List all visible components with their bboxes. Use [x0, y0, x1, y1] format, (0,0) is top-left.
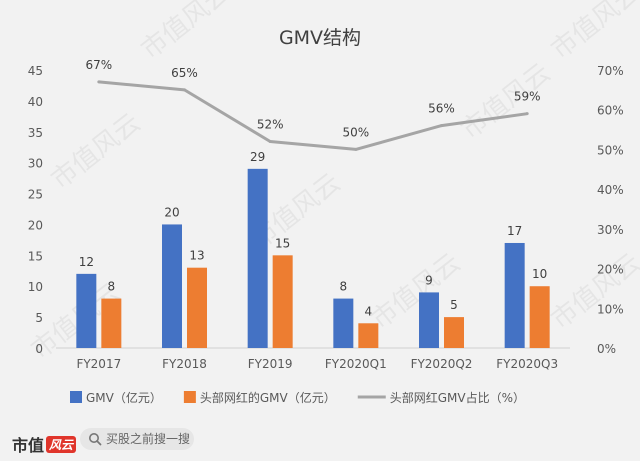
y-left-tick-label: 45: [28, 64, 43, 78]
line-value-label: 59%: [514, 90, 541, 104]
legend-label: 头部网红GMV占比（%）: [390, 390, 525, 405]
watermark-text: 市值风云: [46, 108, 146, 196]
line-value-label: 65%: [171, 66, 198, 80]
legend-label: GMV（亿元）: [86, 390, 162, 405]
search-icon: [89, 433, 102, 446]
x-tick-label: FY2018: [162, 357, 207, 371]
line-value-label: 67%: [85, 58, 112, 72]
watermark-text: 市值风云: [136, 0, 236, 66]
bar: [162, 224, 182, 348]
bar-value-label: 8: [340, 280, 348, 294]
bar-value-label: 15: [275, 236, 290, 250]
bar: [444, 317, 464, 348]
y-right-tick-label: 70%: [597, 64, 624, 78]
bar-value-label: 29: [250, 150, 265, 164]
y-left-tick-label: 0: [35, 342, 43, 356]
y-right-tick-label: 10%: [597, 302, 624, 316]
x-tick-label: FY2019: [248, 357, 293, 371]
y-right-tick-label: 40%: [597, 183, 624, 197]
line-point: [440, 124, 443, 128]
y-left-tick-label: 35: [28, 126, 43, 140]
bar: [187, 267, 207, 348]
bar-value-label: 8: [108, 280, 116, 294]
line-value-label: 56%: [428, 102, 455, 116]
bar: [529, 286, 550, 348]
bar-value-label: 4: [365, 304, 373, 318]
bar: [247, 168, 268, 348]
line-value-label: 50%: [342, 125, 369, 139]
bar-value-label: 9: [425, 273, 433, 287]
brand-name: 市值: [12, 436, 45, 455]
watermark-text: 市值风云: [546, 248, 640, 336]
bar-value-label: 13: [189, 249, 204, 263]
bar: [419, 292, 439, 348]
line-point: [183, 88, 186, 92]
line-point: [525, 112, 529, 116]
y-left-tick-label: 20: [28, 218, 43, 232]
line-value-label: 52%: [257, 117, 284, 131]
x-tick-label: FY2020Q3: [496, 357, 558, 371]
bar-value-label: 10: [532, 267, 547, 281]
y-left-tick-label: 5: [35, 311, 43, 325]
y-right-tick-label: 60%: [597, 104, 624, 118]
x-tick-label: FY2020Q1: [325, 357, 387, 371]
y-left-tick-label: 30: [28, 157, 43, 171]
y-right-tick-label: 50%: [597, 143, 624, 157]
bar: [272, 255, 293, 348]
bar-value-label: 17: [507, 224, 522, 238]
y-right-tick-label: 0%: [597, 342, 616, 356]
bar: [76, 273, 97, 348]
line-point: [268, 139, 272, 143]
y-left-tick-label: 40: [28, 95, 43, 109]
bar-value-label: 12: [79, 255, 94, 269]
footer-bar: 市值 风云 买股之前搜一搜: [0, 422, 640, 461]
line-point: [97, 80, 101, 84]
watermark-text: 市值风云: [546, 0, 640, 66]
search-hint: 买股之前搜一搜: [106, 432, 191, 446]
y-left-tick-label: 25: [28, 188, 43, 202]
y-right-tick-label: 20%: [597, 263, 624, 277]
chart-title: GMV结构: [279, 27, 361, 49]
line-point: [354, 147, 358, 151]
bar: [504, 242, 525, 348]
legend-swatch: [70, 391, 82, 403]
bar-value-label: 5: [450, 298, 458, 312]
bar: [333, 298, 354, 348]
y-right-tick-label: 30%: [597, 223, 624, 237]
brand-accent: 风云: [46, 436, 77, 453]
bar: [358, 323, 379, 348]
x-tick-label: FY2020Q2: [411, 357, 473, 371]
y-left-tick-label: 15: [28, 249, 43, 263]
bar-value-label: 20: [164, 205, 179, 219]
search-box[interactable]: 买股之前搜一搜: [80, 428, 194, 450]
bar: [101, 298, 122, 348]
legend-swatch: [183, 391, 196, 403]
x-tick-label: FY2017: [76, 357, 121, 371]
line-series-path: [98, 80, 528, 151]
y-left-tick-label: 10: [28, 280, 43, 294]
watermark-text: 市值风云: [456, 58, 556, 146]
legend-label: 头部网红的GMV（亿元）: [200, 390, 336, 405]
brand-logo: 市值 风云: [12, 432, 77, 456]
